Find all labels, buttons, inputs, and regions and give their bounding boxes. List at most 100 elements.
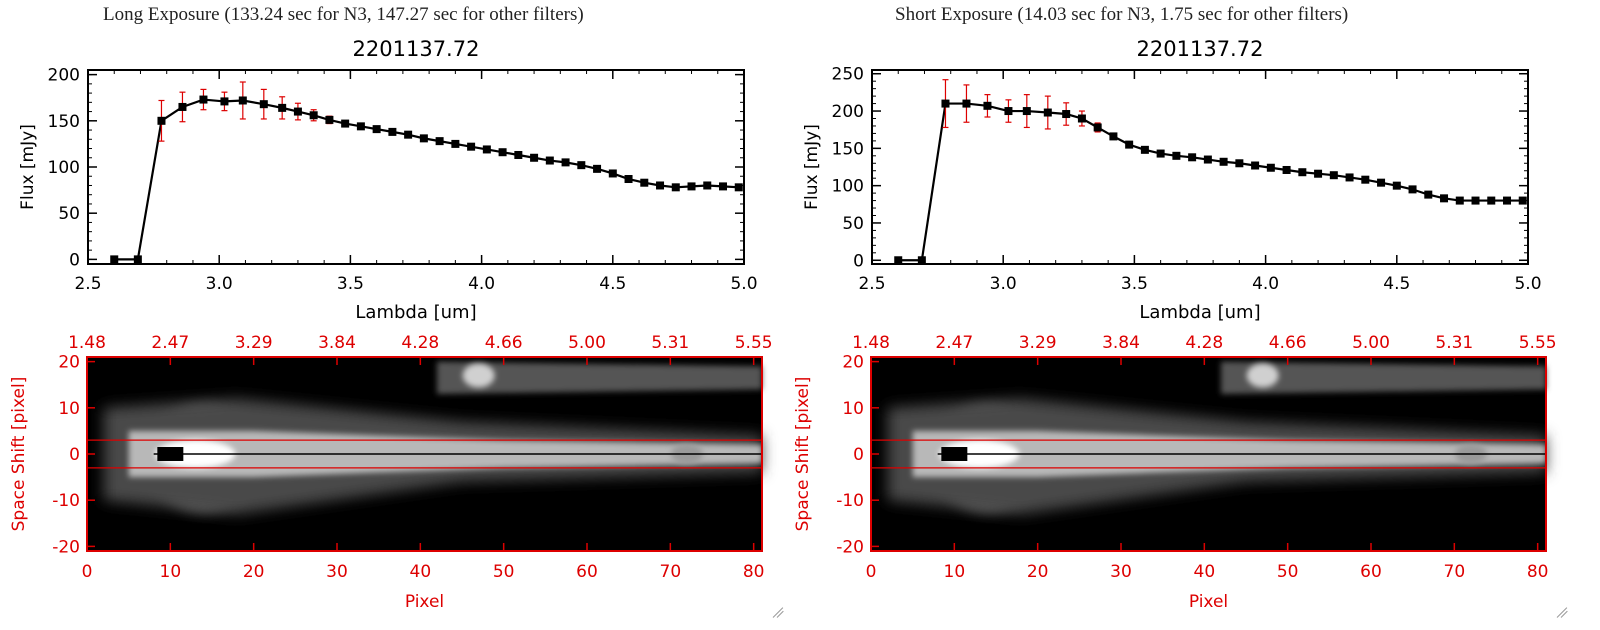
chart-0-point bbox=[671, 183, 680, 192]
chart-2-ytick-label: 20 bbox=[58, 353, 80, 373]
chart-0-point bbox=[624, 175, 633, 184]
chart-1-point bbox=[1329, 171, 1338, 180]
chart-2-source-marker bbox=[157, 447, 184, 461]
chart-3-ytick-label: 10 bbox=[842, 399, 864, 419]
chart-0-point bbox=[687, 182, 696, 191]
chart-1-xtick-label: 2.5 bbox=[858, 274, 885, 294]
chart-0-xtick-label: 2.5 bbox=[74, 274, 101, 294]
chart-0-point bbox=[278, 103, 287, 112]
chart-0-point bbox=[178, 102, 187, 111]
chart-2-top-tick-label: 4.28 bbox=[401, 333, 439, 353]
chart-1-point bbox=[1471, 196, 1480, 205]
chart-3-ytick-label: -20 bbox=[836, 537, 864, 557]
chart-1-ytick-label: 100 bbox=[832, 177, 864, 197]
chart-2-top-tick-label: 3.84 bbox=[318, 333, 356, 353]
chart-1-point bbox=[1424, 190, 1433, 199]
chart-0-point bbox=[467, 142, 476, 151]
chart-1-point bbox=[1345, 173, 1354, 182]
chart-2-ytick-label: -10 bbox=[52, 491, 80, 511]
chart-0-point bbox=[640, 178, 649, 187]
chart-3-top-tick-label: 3.84 bbox=[1102, 333, 1140, 353]
chart-1-point bbox=[1004, 107, 1013, 116]
chart-3-ytick-label: 20 bbox=[842, 353, 864, 373]
chart-1-point bbox=[1487, 196, 1496, 205]
chart-1-point bbox=[962, 99, 971, 108]
chart-1-point bbox=[1408, 185, 1417, 194]
chart-1-point bbox=[894, 256, 903, 265]
chart-0-ylabel: Flux [mJy] bbox=[18, 124, 38, 210]
chart-0-point bbox=[593, 164, 602, 173]
chart-0-point bbox=[309, 111, 318, 120]
chart-0-point bbox=[238, 96, 247, 105]
chart-2-xtick-label: 40 bbox=[410, 562, 432, 582]
chart-3-top-tick-label: 3.29 bbox=[1019, 333, 1057, 353]
chart-0-xtick-label: 4.5 bbox=[599, 274, 626, 294]
chart-2-xtick-label: 70 bbox=[660, 562, 682, 582]
chart-3-xtick-label: 10 bbox=[944, 562, 966, 582]
chart-3-xtick-label: 0 bbox=[866, 562, 877, 582]
chart-1-point bbox=[1251, 161, 1260, 170]
chart-1-xtick-label: 3.5 bbox=[1121, 274, 1148, 294]
chart-1-ytick-label: 0 bbox=[853, 251, 864, 271]
chart-0-point bbox=[435, 137, 444, 146]
chart-2-ylabel: Space Shift [pixel] bbox=[9, 377, 29, 532]
chart-2-companion-trace bbox=[437, 361, 762, 394]
chart-0-xtick-label: 3.0 bbox=[206, 274, 233, 294]
chart-0-point bbox=[719, 182, 728, 191]
chart-1-ylabel: Flux [mJy] bbox=[802, 124, 822, 210]
chart-3-xtick-label: 80 bbox=[1527, 562, 1549, 582]
resize-grip-right[interactable] bbox=[1556, 606, 1568, 618]
chart-1-series-line bbox=[898, 102, 1523, 262]
chart-3-xtick-label: 40 bbox=[1194, 562, 1216, 582]
chart-0-point bbox=[220, 97, 229, 106]
chart-1-xtick-label: 4.5 bbox=[1383, 274, 1410, 294]
chart-2-top-tick-label: 5.31 bbox=[651, 333, 689, 353]
chart-1-point bbox=[1172, 151, 1181, 160]
chart-3-ytick-label: 0 bbox=[853, 445, 864, 465]
chart-0-point bbox=[482, 145, 491, 154]
chart-0-point bbox=[734, 183, 743, 192]
chart-2-top-tick-label: 1.48 bbox=[68, 333, 106, 353]
chart-1-point bbox=[1235, 159, 1244, 168]
chart-3-xlabel: Pixel bbox=[1189, 592, 1228, 612]
chart-1-point bbox=[1140, 145, 1149, 154]
chart-1-point bbox=[1282, 165, 1291, 174]
chart-0-ytick-label: 150 bbox=[48, 112, 80, 132]
chart-3-xtick-label: 70 bbox=[1444, 562, 1466, 582]
chart-1-xlabel: Lambda [um] bbox=[1139, 302, 1260, 323]
chart-0-title: 2201137.72 bbox=[353, 37, 480, 61]
chart-1-point bbox=[1062, 110, 1071, 119]
resize-grip-left[interactable] bbox=[772, 606, 784, 618]
chart-3-top-tick-label: 5.55 bbox=[1519, 333, 1557, 353]
chart-0-point bbox=[561, 158, 570, 167]
chart-0-point bbox=[608, 169, 617, 178]
chart-2-xtick-label: 10 bbox=[160, 562, 182, 582]
chart-0-ytick-label: 200 bbox=[48, 66, 80, 86]
chart-3-top-tick-label: 5.31 bbox=[1435, 333, 1473, 353]
chart-1-point bbox=[1043, 108, 1052, 117]
chart-0-xlabel: Lambda [um] bbox=[355, 302, 476, 323]
chart-1-point bbox=[1518, 196, 1527, 205]
chart-1-point bbox=[941, 99, 950, 108]
chart-3-top-tick-label: 4.66 bbox=[1269, 333, 1307, 353]
chart-2-top-tick-label: 5.55 bbox=[735, 333, 773, 353]
chart-0-ytick-label: 100 bbox=[48, 158, 80, 178]
chart-0-xtick-label: 5.0 bbox=[730, 274, 757, 294]
chart-2-ytick-label: 10 bbox=[58, 399, 80, 419]
chart-2-xtick-label: 0 bbox=[82, 562, 93, 582]
chart-0-point bbox=[530, 153, 539, 162]
chart-1-ytick-label: 200 bbox=[832, 102, 864, 122]
chart-1-point bbox=[1314, 169, 1323, 178]
chart-0-point bbox=[110, 255, 119, 264]
chart-0-xtick-label: 4.0 bbox=[468, 274, 495, 294]
chart-0-point bbox=[498, 148, 507, 157]
chart-3-top-tick-label: 4.28 bbox=[1185, 333, 1223, 353]
chart-1-frame bbox=[871, 69, 1529, 265]
chart-1-xtick-label: 5.0 bbox=[1514, 274, 1541, 294]
chart-0-point bbox=[325, 115, 334, 124]
chart-2-top-tick-label: 5.00 bbox=[568, 333, 606, 353]
chart-1-point bbox=[1219, 157, 1228, 166]
chart-0-point bbox=[451, 139, 460, 148]
chart-1-ytick-label: 250 bbox=[832, 65, 864, 85]
